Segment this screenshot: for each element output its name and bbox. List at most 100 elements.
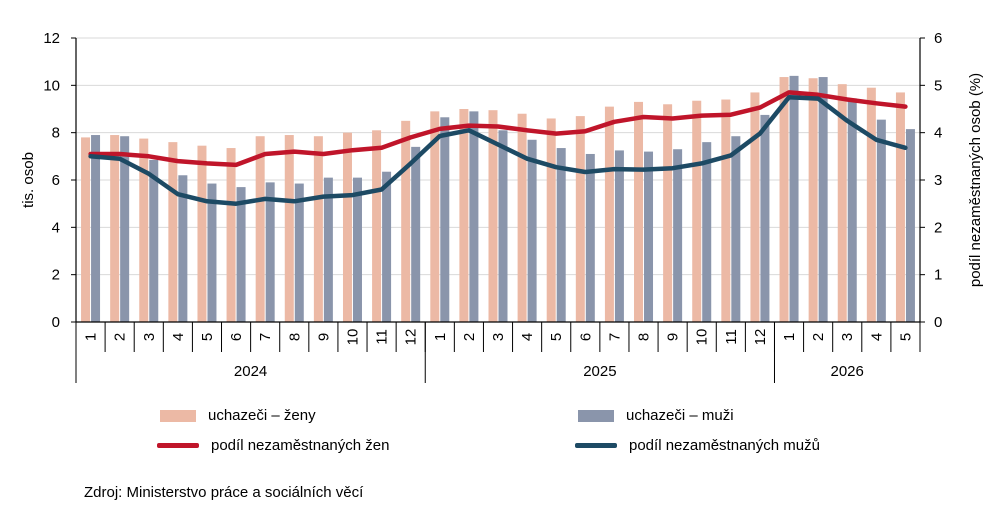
- month-tick-label: 7: [606, 333, 623, 341]
- bar-men: [323, 177, 333, 322]
- bar-women: [488, 110, 498, 322]
- line-men-share: [88, 94, 908, 206]
- axes: [71, 37, 925, 383]
- y2-tick-label: 0: [934, 314, 942, 331]
- bar-men: [760, 114, 770, 323]
- bar-men: [91, 135, 101, 322]
- bar-men: [876, 119, 886, 323]
- bar-women: [837, 84, 847, 323]
- month-tick-label: 1: [432, 333, 449, 341]
- bar-men: [905, 129, 915, 322]
- legend-men-bar: uchazeči – muži: [578, 407, 734, 424]
- month-tick-label: 12: [403, 329, 420, 346]
- bar-women: [284, 135, 294, 322]
- month-tick-label: 6: [577, 333, 594, 341]
- bar-women: [226, 148, 236, 322]
- bar-women: [575, 116, 585, 322]
- bar-men: [847, 98, 857, 322]
- month-tick-label: 4: [170, 333, 187, 341]
- bar-men: [382, 171, 392, 322]
- y-tick-label: 0: [52, 314, 60, 331]
- bar-women: [692, 100, 702, 322]
- month-tick-label: 6: [228, 333, 245, 341]
- legend-women-line: podíl nezaměstnaných žen: [157, 437, 389, 454]
- month-tick-label: 5: [548, 333, 565, 341]
- y-tick-label: 10: [43, 77, 60, 94]
- month-tick-label: 12: [752, 329, 769, 346]
- bars: [81, 75, 915, 323]
- bar-men: [702, 142, 712, 322]
- y-tick-label: 2: [52, 267, 60, 284]
- bar-men: [440, 117, 450, 323]
- month-tick-label: 1: [781, 333, 798, 341]
- bar-women: [342, 132, 352, 322]
- bar-women: [779, 77, 789, 322]
- y-axis-title: tis. osob: [20, 152, 37, 208]
- y2-tick-label: 5: [934, 77, 942, 94]
- y-tick-label: 6: [52, 172, 60, 189]
- year-label: 2026: [831, 363, 864, 380]
- legend-swatch-women-line: [157, 443, 199, 448]
- y-tick-label: 8: [52, 125, 60, 142]
- gridlines: [76, 37, 920, 276]
- legend-men-line: podíl nezaměstnaných mužů: [575, 437, 820, 454]
- month-tick-label: 5: [897, 333, 914, 341]
- bar-women: [168, 142, 178, 322]
- line-women-share: [88, 90, 908, 168]
- year-label: 2024: [234, 363, 267, 380]
- bar-women: [430, 111, 440, 322]
- bar-men: [236, 187, 246, 322]
- legend-swatch-women-bar: [160, 409, 196, 422]
- source-note: Zdroj: Ministerstvo práce a sociálních v…: [84, 484, 364, 501]
- month-tick-label: 11: [723, 329, 740, 345]
- bar-men: [673, 149, 683, 322]
- month-tick-label: 10: [345, 329, 362, 346]
- bar-women: [546, 118, 556, 322]
- bar-women: [721, 99, 731, 323]
- month-tick-label: 9: [665, 333, 682, 341]
- bar-women: [459, 109, 469, 322]
- legend-label-women-line: podíl nezaměstnaných žen: [211, 437, 390, 454]
- month-tick-label: 8: [286, 333, 303, 341]
- month-tick-label: 2: [810, 333, 827, 341]
- bar-men: [731, 136, 741, 322]
- bar-women: [110, 135, 120, 322]
- bar-men: [818, 77, 828, 322]
- month-tick-label: 11: [374, 329, 391, 345]
- bar-women: [313, 136, 323, 322]
- bar-men: [120, 136, 130, 322]
- lines: [88, 90, 908, 206]
- y-tick-label: 12: [43, 30, 60, 47]
- month-tick-label: 4: [519, 333, 536, 341]
- month-tick-label: 3: [839, 333, 856, 341]
- bar-men: [644, 151, 654, 322]
- y-tick-label: 4: [52, 219, 60, 236]
- bar-women: [895, 92, 905, 322]
- bar-men: [527, 139, 537, 322]
- bar-men: [498, 130, 508, 322]
- y2-tick-label: 1: [934, 267, 942, 284]
- bar-women: [517, 113, 527, 322]
- year-label: 2025: [583, 363, 616, 380]
- bar-women: [139, 138, 149, 322]
- bar-women: [604, 106, 614, 322]
- bar-men: [556, 148, 566, 322]
- y2-tick-label: 4: [934, 125, 942, 142]
- bar-men: [265, 182, 275, 322]
- bar-women: [197, 145, 207, 322]
- month-tick-label: 3: [490, 333, 507, 341]
- y2-axis-title: podíl nezaměstnaných osob (%): [967, 73, 984, 287]
- month-tick-label: 1: [83, 333, 100, 341]
- bar-women: [401, 120, 411, 322]
- bar-men: [294, 183, 304, 322]
- bar-men: [178, 175, 188, 322]
- bar-women: [372, 130, 382, 322]
- bar-women: [255, 136, 265, 322]
- bar-men: [149, 159, 159, 322]
- bar-men: [411, 146, 421, 322]
- y2-tick-label: 6: [934, 30, 942, 47]
- legend-swatch-men-bar: [578, 409, 614, 422]
- month-tick-label: 2: [112, 333, 129, 341]
